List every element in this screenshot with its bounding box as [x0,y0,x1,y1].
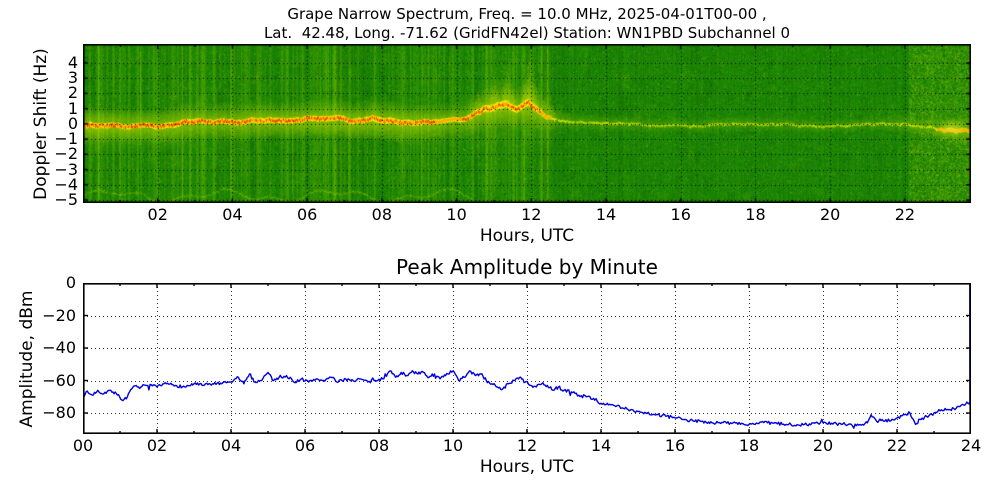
spectrogram-title-line2: Lat. 42.48, Long. -71.62 (GridFN42el) St… [263,24,791,42]
tick-label: 16 [664,436,686,455]
amplitude-x-axis-label: Hours, UTC [479,457,575,477]
tick-label: 02 [146,436,168,455]
tick-label: 10 [442,436,464,455]
tick-label: −3 [54,159,78,179]
spectrogram-x-axis-label: Hours, UTC [479,226,575,246]
tick-label: 1 [67,98,78,118]
tick-label: 0 [65,273,76,292]
tick-label: −4 [54,174,78,194]
amplitude-line-chart [83,283,971,434]
tick-label: 2 [67,83,78,103]
amplitude-y-axis-label: Amplitude, dBm [17,290,37,428]
tick-label: 20 [819,205,841,224]
tick-label: 3 [67,68,78,88]
amplitude-chart-title: Peak Amplitude by Minute [396,255,658,279]
tick-label: −5 [54,189,78,209]
tick-label: 0 [67,113,78,133]
tick-label: 18 [738,436,760,455]
tick-label: 4 [67,53,78,73]
tick-label: −2 [54,144,78,164]
tick-label: 18 [745,205,766,224]
tick-label: 12 [516,436,538,455]
tick-label: 00 [72,436,94,455]
tick-label: 16 [670,205,691,224]
tick-label: 12 [521,205,542,224]
tick-label: −1 [54,129,78,149]
spectrogram-heatmap [83,44,971,203]
tick-label: 22 [886,436,908,455]
tick-label: 20 [812,436,834,455]
tick-label: −60 [42,370,76,390]
tick-label: 14 [595,205,617,224]
tick-label: 14 [590,436,612,455]
tick-label: 24 [960,436,982,455]
tick-label: 22 [894,205,916,224]
spectrogram-title-line1: Grape Narrow Spectrum, Freq. = 10.0 MHz,… [287,5,767,23]
tick-label: −40 [42,338,76,358]
tick-label: 06 [294,436,316,455]
tick-label: 06 [296,205,318,224]
tick-label: 08 [368,436,390,455]
tick-label: 04 [220,436,242,455]
tick-label: 10 [446,205,467,224]
tick-label: 02 [147,205,168,224]
tick-label: −20 [42,305,76,325]
tick-label: −80 [42,403,76,423]
tick-label: 04 [222,205,243,224]
tick-label: 08 [371,205,393,224]
